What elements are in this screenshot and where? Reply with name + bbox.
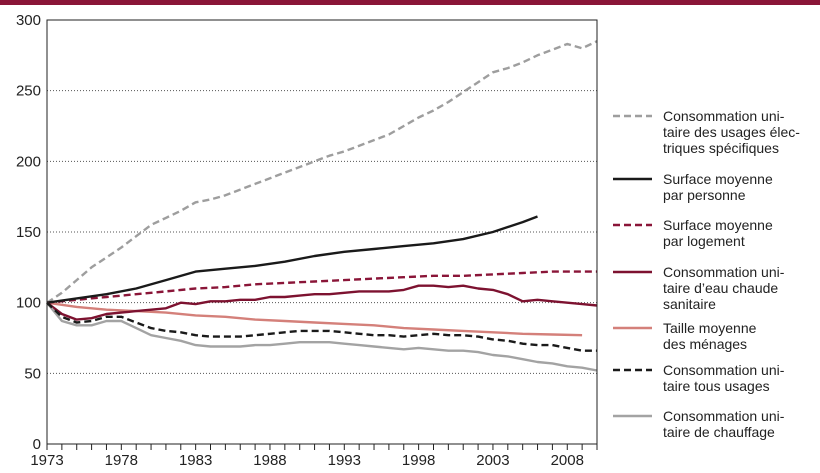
legend-label: Consommation uni- xyxy=(663,408,785,424)
legend-label: taire d’eau chaude xyxy=(663,280,778,296)
y-tick-label: 0 xyxy=(33,436,41,453)
legend-label: Surface moyenne xyxy=(663,217,773,233)
legend-label: des ménages xyxy=(663,336,747,352)
series-line-3 xyxy=(46,284,598,321)
x-tick-label: 1983 xyxy=(179,452,212,469)
legend-label: par personne xyxy=(663,187,746,203)
series-line-0 xyxy=(46,40,598,304)
x-tick-label: 2003 xyxy=(476,452,509,469)
legend-label: Consommation uni- xyxy=(663,108,785,124)
y-tick-label: 250 xyxy=(16,83,41,100)
legend-label: taire de chauffage xyxy=(663,424,775,440)
series-line-6 xyxy=(46,301,598,372)
series-line-1 xyxy=(46,215,538,304)
legend-label: triques spécifiques xyxy=(663,140,779,156)
legend-label: taire des usages élec- xyxy=(663,124,800,140)
y-tick-label: 200 xyxy=(16,153,41,170)
x-tick-label: 1978 xyxy=(105,452,138,469)
x-tick-label: 1993 xyxy=(328,452,361,469)
legend-label: Taille moyenne xyxy=(663,320,757,336)
legend-label: Consommation uni- xyxy=(663,362,785,378)
legend-label: par logement xyxy=(663,233,745,249)
legend: Consommation uni-taire des usages élec-t… xyxy=(613,108,800,440)
legend-label: Consommation uni- xyxy=(663,264,785,280)
top-color-band xyxy=(0,0,820,5)
x-tick-label: 1973 xyxy=(30,452,63,469)
legend-label: taire tous usages xyxy=(663,378,770,394)
legend-label: Surface moyenne xyxy=(663,171,773,187)
plot-frame xyxy=(46,19,598,445)
y-tick-label: 50 xyxy=(24,365,41,382)
x-tick-label: 1988 xyxy=(253,452,286,469)
series-line-5 xyxy=(46,301,597,352)
legend-label: sanitaire xyxy=(663,296,716,312)
y-tick-label: 150 xyxy=(16,224,41,241)
x-tick-label: 2008 xyxy=(551,452,584,469)
series-lines xyxy=(46,40,598,372)
x-tick-label: 1998 xyxy=(402,452,435,469)
axes: 0 50 100 150 200 250 300 1973 1978 1983 1988 1993 19… xyxy=(16,12,598,469)
y-tick-label: 300 xyxy=(16,12,41,29)
gridlines xyxy=(47,90,597,374)
series-line-2 xyxy=(46,270,597,304)
y-tick-label: 100 xyxy=(16,295,41,312)
